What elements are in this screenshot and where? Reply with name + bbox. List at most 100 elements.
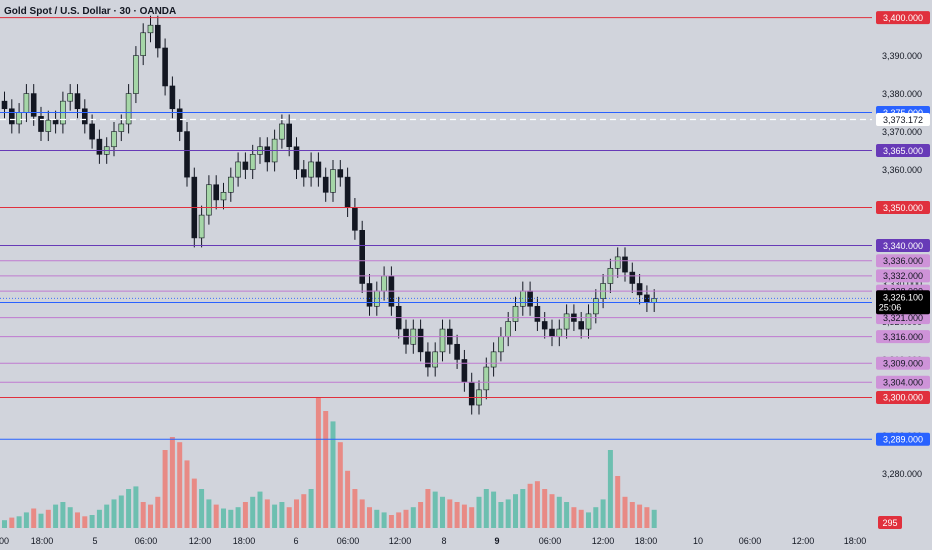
volume-bar	[104, 504, 110, 528]
level-badge-label: 3,289.000	[883, 435, 923, 445]
x-tick-label: 06:00	[135, 536, 158, 546]
x-tick-label: 12:00	[189, 536, 212, 546]
candle-body	[155, 24, 161, 49]
candle-body	[366, 283, 373, 307]
candle-body	[169, 85, 176, 110]
candle-body	[636, 283, 643, 296]
candle-body	[439, 328, 446, 353]
x-tick-label: 5	[92, 536, 97, 546]
dashed-level-label: 3,373.172	[883, 115, 923, 125]
volume-bar	[359, 499, 365, 528]
volume-bar	[294, 499, 299, 528]
volume-bar	[534, 481, 540, 528]
candle-body	[592, 298, 599, 315]
y-tick-label: 3,380.000	[882, 89, 922, 99]
candle-body	[176, 108, 183, 132]
candle-body	[454, 343, 460, 360]
candle-body	[541, 321, 548, 330]
candle-body	[293, 146, 300, 170]
candle-body	[344, 176, 351, 208]
x-tick-label: 18:00	[31, 536, 54, 546]
candle-body	[483, 366, 490, 391]
y-tick-label: 3,390.000	[882, 51, 922, 61]
level-badge-label: 3,375.000	[883, 108, 923, 118]
volume-bar	[148, 504, 153, 528]
volume-bar	[126, 489, 132, 528]
candle-body	[198, 214, 205, 239]
level-badge-label: 3,316.000	[883, 332, 923, 342]
volume-bar	[23, 512, 29, 528]
volume-bar	[257, 491, 263, 528]
volume-bar	[315, 398, 321, 528]
level-badge	[876, 269, 930, 283]
volume-bar	[461, 504, 467, 528]
volume-bar	[75, 512, 80, 528]
candle-body	[549, 328, 555, 337]
candle-body	[1, 100, 8, 110]
x-tick-label: 6	[293, 536, 298, 546]
x-tick-label: 06:00	[337, 536, 360, 546]
x-tick-label: 12:00	[792, 536, 815, 546]
volume-bar	[221, 508, 226, 528]
candle-body	[651, 298, 658, 303]
level-badge	[876, 375, 930, 389]
candle-body	[512, 305, 519, 322]
volume-bar	[556, 496, 562, 528]
x-tick-label: 06:00	[739, 536, 762, 546]
x-tick-label: 18:00	[635, 536, 658, 546]
last-price-label: 3,326.100	[883, 292, 923, 302]
volume-bar	[381, 512, 387, 528]
volume-bar	[447, 499, 453, 528]
volume-bar	[301, 494, 307, 528]
candle-body	[534, 305, 541, 322]
candle-body	[242, 161, 249, 170]
volume-bar	[432, 491, 438, 528]
candle-body	[206, 184, 212, 216]
volume-bar	[571, 507, 577, 528]
volume-bar	[279, 502, 285, 528]
level-badge-label: 3,304.000	[883, 378, 923, 388]
level-badge	[876, 254, 930, 268]
volume-bar	[564, 502, 570, 528]
volume-bar	[140, 502, 146, 528]
candle-body	[286, 123, 293, 148]
volume-bar	[2, 520, 7, 528]
volume-bar	[615, 476, 621, 528]
volume-bar	[89, 515, 95, 528]
candle-body	[308, 161, 314, 178]
volume-bar	[483, 489, 489, 528]
volume-bar	[133, 486, 139, 528]
candle-body	[30, 93, 37, 117]
candle-body	[16, 112, 22, 125]
level-badge-label: 3,350.000	[883, 203, 923, 213]
volume-bar	[53, 504, 59, 528]
volume-bar	[440, 496, 445, 528]
candle-body	[140, 32, 146, 56]
volume-bar	[96, 509, 102, 528]
candle-body	[300, 169, 307, 178]
candle-body	[337, 169, 344, 178]
candle-body	[111, 131, 117, 148]
volume-bar	[242, 502, 248, 528]
volume-bar	[250, 496, 256, 528]
volume-bar	[286, 507, 292, 528]
volume-bar	[16, 516, 22, 528]
volume-bar	[38, 513, 44, 528]
candle-body	[89, 123, 95, 140]
volume-bar	[607, 450, 613, 528]
y-tick-label: 3,330.000	[882, 279, 922, 289]
volume-bar	[82, 516, 88, 528]
candle-body	[118, 123, 125, 132]
level-badge-label: 3,332.000	[883, 271, 923, 281]
candle-body	[147, 24, 154, 34]
volume-bar	[199, 489, 205, 528]
volume-bar	[476, 496, 482, 528]
volume-bar	[454, 502, 460, 528]
candle-body	[235, 161, 241, 178]
candle-body	[425, 351, 431, 368]
volume-bar	[155, 496, 161, 528]
candle-body	[133, 55, 139, 94]
level-badge-label: 3,300.000	[883, 393, 923, 403]
volume-bar	[549, 494, 555, 528]
